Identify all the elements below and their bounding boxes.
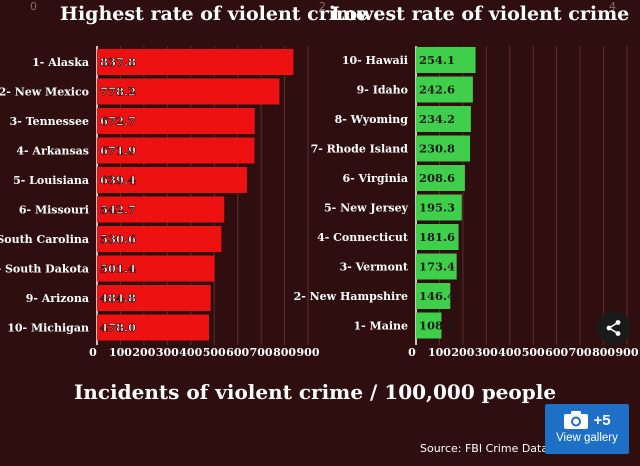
left-value-label: 542.7	[100, 203, 136, 217]
left-bar	[97, 226, 222, 252]
right-tick-label: 200	[451, 346, 474, 359]
right-value-label: 146.4	[419, 289, 455, 303]
left-bar	[97, 49, 294, 75]
left-value-label: 837.8	[100, 55, 136, 69]
left-tick-label: 200	[132, 346, 155, 359]
right-bar	[416, 283, 451, 309]
left-category-label: 9- Arizona	[26, 292, 89, 305]
right-category-label: 8- Wyoming	[335, 113, 409, 126]
left-value-label: 672.7	[100, 114, 136, 128]
right-value-label: 173.4	[419, 260, 455, 274]
left-category-label: 6- Missouri	[19, 204, 89, 217]
right-value-label: 230.8	[419, 142, 455, 156]
right-bars: 254.1 10- Hawaii 242.6 9- Idaho 234.2 8- Wyom…	[294, 47, 476, 339]
left-value-label: 484.8	[100, 291, 136, 305]
right-category-label: 5- New Jersey	[324, 202, 409, 215]
left-value-label: 778.2	[100, 85, 136, 99]
left-bars: 837.8 1- Alaska 778.2 2- New Mexico 672.7 3- …	[0, 49, 294, 341]
share-icon	[606, 320, 621, 336]
view-gallery-button[interactable]: +5 View gallery	[545, 404, 629, 454]
left-value-label: 530.6	[100, 232, 136, 246]
right-chart-title: Lowest rate of violent crime	[331, 3, 629, 25]
left-tick-label: 300	[156, 346, 179, 359]
gallery-count: +5	[593, 411, 611, 429]
right-bar	[416, 253, 457, 280]
right-value-label: 242.6	[419, 83, 455, 97]
left-tick-label: 0	[89, 346, 97, 359]
left-value-label: 478.0	[100, 321, 136, 335]
right-x-ticks: 0 100 200 300 400 500 600 700 800 900	[408, 346, 639, 359]
right-bar	[416, 165, 465, 191]
left-category-label: 1- Alaska	[32, 56, 89, 69]
right-value-label: 108.6	[419, 319, 455, 333]
right-tick-label: 500	[522, 346, 545, 359]
right-category-label: 2- New Hampshire	[294, 290, 408, 303]
right-value-label: 195.3	[419, 201, 455, 215]
left-category-label: 7- South Carolina	[0, 233, 89, 246]
right-category-label: 9- Idaho	[357, 84, 408, 97]
left-bar	[97, 108, 255, 134]
left-tick-label: 400	[179, 346, 202, 359]
right-category-label: 4- Connecticut	[317, 231, 409, 244]
left-corner-label: 0	[30, 0, 37, 13]
left-bar	[97, 78, 280, 105]
left-category-label: 5- Louisiana	[13, 174, 89, 187]
share-button[interactable]	[597, 311, 631, 345]
left-bar	[97, 137, 255, 164]
left-bar	[97, 285, 211, 311]
left-bar	[97, 255, 215, 282]
right-bar	[416, 224, 459, 250]
right-category-label: 10- Hawaii	[342, 54, 408, 67]
right-category-label: 3- Vermont	[340, 261, 409, 274]
right-tick-label: 0	[408, 346, 416, 359]
left-category-label: 8- South Dakota	[0, 263, 89, 276]
left-tick-label: 100	[109, 346, 132, 359]
right-value-label: 208.6	[419, 171, 455, 185]
left-category-label: 4- Arkansas	[16, 145, 89, 158]
right-bar	[416, 47, 476, 73]
left-bar	[97, 196, 225, 223]
left-category-label: 3- Tennessee	[10, 115, 89, 128]
right-tick-label: 300	[475, 346, 498, 359]
right-category-label: 6- Virginia	[342, 172, 408, 185]
source-note: Source: FBI Crime Data I	[420, 442, 555, 455]
right-value-label: 234.2	[419, 112, 455, 126]
left-bar	[97, 167, 247, 193]
left-tick-label: 700	[250, 346, 273, 359]
right-tick-label: 400	[498, 346, 521, 359]
right-bar	[416, 194, 462, 221]
left-tick-label: 800	[273, 346, 296, 359]
right-corner-label: 4	[609, 0, 616, 13]
right-bar	[416, 76, 473, 103]
left-category-label: 10- Michigan	[7, 322, 89, 335]
right-category-label: 7- Rhode Island	[311, 143, 409, 156]
left-tick-label: 500	[203, 346, 226, 359]
left-value-label: 639.4	[100, 173, 136, 187]
right-bar	[416, 106, 471, 132]
right-bar	[416, 135, 471, 162]
right-tick-label: 700	[569, 346, 592, 359]
left-category-label: 2- New Mexico	[0, 86, 89, 99]
right-tick-label: 100	[428, 346, 451, 359]
right-value-label: 254.1	[419, 53, 455, 67]
left-value-label: 501.4	[100, 262, 136, 276]
camera-icon	[564, 411, 589, 429]
right-corner-label-start: 2	[319, 0, 326, 13]
left-bar	[97, 314, 210, 341]
x-axis-label: Incidents of violent crime / 100,000 peo…	[74, 380, 556, 404]
right-value-label: 181.6	[419, 230, 455, 244]
right-category-label: 1- Maine	[353, 320, 408, 333]
right-tick-label: 900	[616, 346, 639, 359]
right-tick-label: 800	[592, 346, 615, 359]
right-bar	[416, 312, 442, 339]
left-x-ticks: 0 100 200 300 400 500 600 700 800 900	[89, 346, 320, 359]
right-tick-label: 600	[545, 346, 568, 359]
gallery-label: View gallery	[556, 432, 618, 444]
left-value-label: 671.9	[100, 144, 136, 158]
left-chart-title: Highest rate of violent crime	[60, 3, 368, 25]
left-tick-label: 600	[226, 346, 249, 359]
left-tick-label: 900	[297, 346, 320, 359]
